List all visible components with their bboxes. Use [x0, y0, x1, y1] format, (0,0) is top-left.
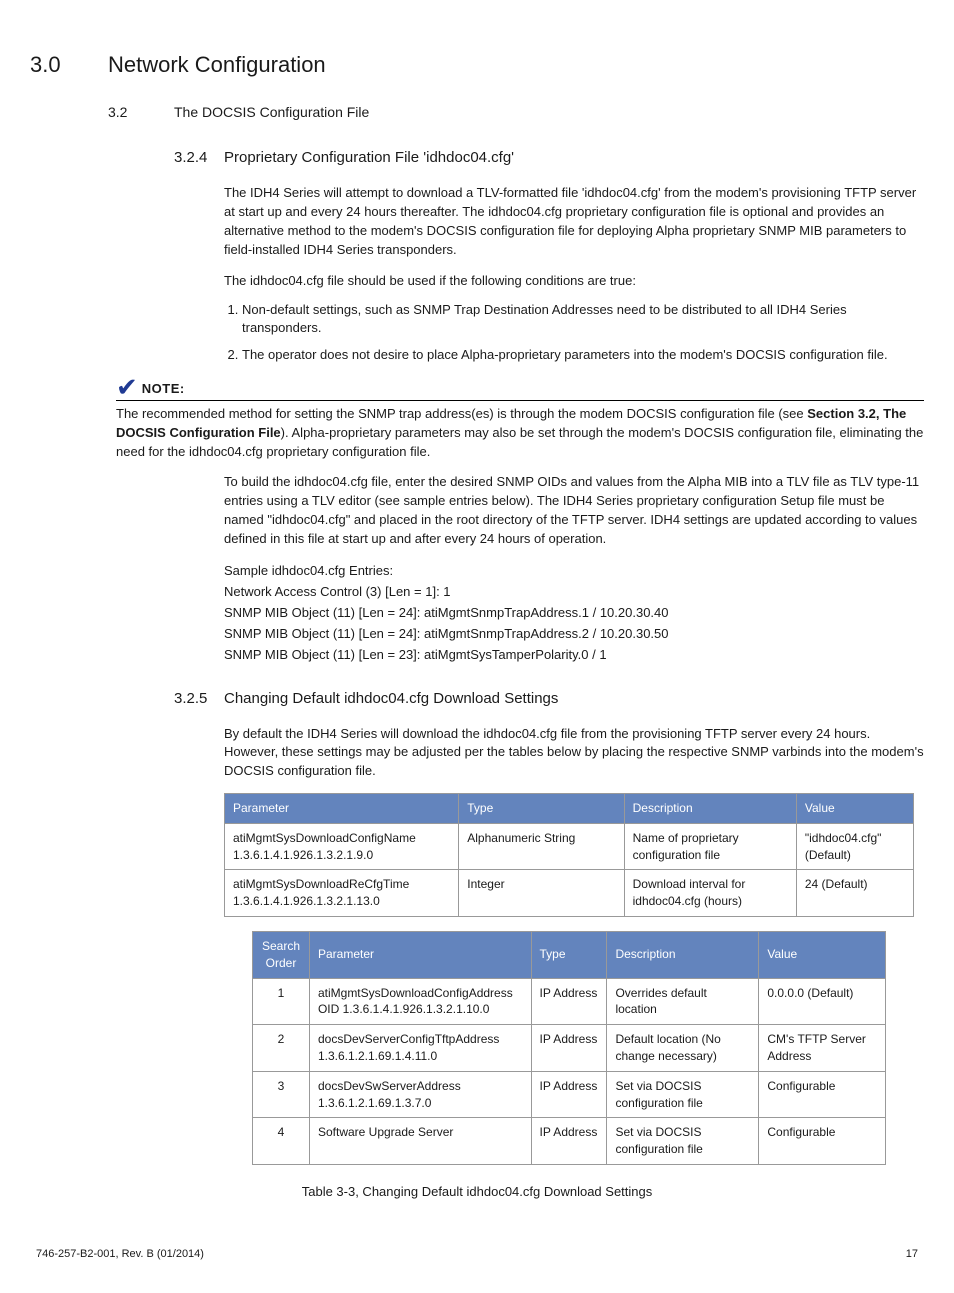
- table-row: 1 atiMgmtSysDownloadConfigAddressOID 1.3…: [253, 978, 886, 1025]
- table-cell: Overrides default location: [607, 978, 759, 1025]
- table-header: Description: [624, 794, 796, 824]
- table-row: Parameter Type Description Value: [225, 794, 914, 824]
- sample-entries: Sample idhdoc04.cfg Entries: Network Acc…: [224, 561, 924, 666]
- table-cell: 3: [253, 1071, 310, 1118]
- section-number: 3.0: [30, 50, 108, 81]
- note-pre: The recommended method for setting the S…: [116, 406, 807, 421]
- paragraph: The IDH4 Series will attempt to download…: [224, 184, 924, 259]
- paragraph: The idhdoc04.cfg file should be used if …: [224, 272, 924, 291]
- topic-number: 3.2.4: [174, 147, 224, 168]
- page-footer: 746-257-B2-001, Rev. B (01/2014) 17: [30, 1247, 924, 1262]
- table-cell: atiMgmtSysDownloadReCfgTime1.3.6.1.4.1.9…: [225, 870, 459, 917]
- note-block: ✔ NOTE: The recommended method for setti…: [116, 377, 924, 461]
- table-cell: 0.0.0.0 (Default): [759, 978, 886, 1025]
- section-heading: Network Configuration: [108, 50, 326, 81]
- table-cell: 1: [253, 978, 310, 1025]
- table-cell: 24 (Default): [796, 870, 913, 917]
- section-title: 3.0 Network Configuration: [30, 50, 924, 81]
- table-header: Description: [607, 932, 759, 979]
- table-cell: 2: [253, 1025, 310, 1072]
- table-cell: Name of proprietary configuration file: [624, 823, 796, 870]
- config-params-table: Parameter Type Description Value atiMgmt…: [224, 793, 914, 917]
- sample-line: SNMP MIB Object (11) [Len = 24]: atiMgmt…: [224, 603, 924, 623]
- search-order-table: Search Order Parameter Type Description …: [252, 931, 886, 1165]
- table-cell: Default location (No change necessary): [607, 1025, 759, 1072]
- subsection-title: 3.2 The DOCSIS Configuration File: [108, 103, 924, 123]
- table-cell: Set via DOCSIS configuration file: [607, 1118, 759, 1165]
- table-header: Value: [759, 932, 886, 979]
- table-row: atiMgmtSysDownloadReCfgTime1.3.6.1.4.1.9…: [225, 870, 914, 917]
- condition-list: Non-default settings, such as SNMP Trap …: [224, 301, 924, 366]
- table-cell: docsDevSwServerAddress1.3.6.1.2.1.69.1.3…: [309, 1071, 531, 1118]
- footer-docid: 746-257-B2-001, Rev. B (01/2014): [36, 1247, 204, 1262]
- table-row: 2 docsDevServerConfigTftpAddress1.3.6.1.…: [253, 1025, 886, 1072]
- note-label: NOTE:: [142, 380, 185, 398]
- table-row: 4 Software Upgrade Server IP Address Set…: [253, 1118, 886, 1165]
- table-cell: IP Address: [531, 1025, 607, 1072]
- sample-line: SNMP MIB Object (11) [Len = 23]: atiMgmt…: [224, 645, 924, 665]
- table-cell: Configurable: [759, 1118, 886, 1165]
- table-row: Search Order Parameter Type Description …: [253, 932, 886, 979]
- table-header: Type: [459, 794, 624, 824]
- table-header: Value: [796, 794, 913, 824]
- table-cell: Software Upgrade Server: [309, 1118, 531, 1165]
- checkmark-icon: ✔: [116, 377, 138, 398]
- footer-pagenum: 17: [906, 1247, 918, 1262]
- table-row: atiMgmtSysDownloadConfigName1.3.6.1.4.1.…: [225, 823, 914, 870]
- table-cell: docsDevServerConfigTftpAddress1.3.6.1.2.…: [309, 1025, 531, 1072]
- note-header: ✔ NOTE:: [116, 377, 924, 401]
- subsection-heading: The DOCSIS Configuration File: [174, 103, 369, 123]
- topic-heading: Proprietary Configuration File 'idhdoc04…: [224, 147, 514, 168]
- list-item: Non-default settings, such as SNMP Trap …: [242, 301, 924, 339]
- paragraph: To build the idhdoc04.cfg file, enter th…: [224, 473, 924, 548]
- list-item: The operator does not desire to place Al…: [242, 346, 924, 365]
- sample-line: Sample idhdoc04.cfg Entries:: [224, 561, 924, 581]
- table-cell: IP Address: [531, 978, 607, 1025]
- paragraph: By default the IDH4 Series will download…: [224, 725, 924, 782]
- table-header: Parameter: [309, 932, 531, 979]
- table-cell: 4: [253, 1118, 310, 1165]
- table-cell: atiMgmtSysDownloadConfigName1.3.6.1.4.1.…: [225, 823, 459, 870]
- table-row: 3 docsDevSwServerAddress1.3.6.1.2.1.69.1…: [253, 1071, 886, 1118]
- table-cell: IP Address: [531, 1118, 607, 1165]
- table-cell: atiMgmtSysDownloadConfigAddressOID 1.3.6…: [309, 978, 531, 1025]
- table-cell: Configurable: [759, 1071, 886, 1118]
- table-cell: Download interval for idhdoc04.cfg (hour…: [624, 870, 796, 917]
- subsection-number: 3.2: [108, 103, 174, 123]
- table-cell: IP Address: [531, 1071, 607, 1118]
- table-cell: "idhdoc04.cfg" (Default): [796, 823, 913, 870]
- table-cell: Alphanumeric String: [459, 823, 624, 870]
- topic-number: 3.2.5: [174, 688, 224, 709]
- table-cell: Integer: [459, 870, 624, 917]
- table-cell: CM's TFTP Server Address: [759, 1025, 886, 1072]
- sample-line: SNMP MIB Object (11) [Len = 24]: atiMgmt…: [224, 624, 924, 644]
- table-cell: Set via DOCSIS configuration file: [607, 1071, 759, 1118]
- table-header: Parameter: [225, 794, 459, 824]
- note-body: The recommended method for setting the S…: [116, 405, 924, 462]
- table-header: Search Order: [253, 932, 310, 979]
- table-caption: Table 3-3, Changing Default idhdoc04.cfg…: [30, 1183, 924, 1201]
- topic-heading: Changing Default idhdoc04.cfg Download S…: [224, 688, 558, 709]
- topic-325-title: 3.2.5 Changing Default idhdoc04.cfg Down…: [174, 688, 924, 709]
- table-header: Type: [531, 932, 607, 979]
- topic-324-title: 3.2.4 Proprietary Configuration File 'id…: [174, 147, 924, 168]
- sample-line: Network Access Control (3) [Len = 1]: 1: [224, 582, 924, 602]
